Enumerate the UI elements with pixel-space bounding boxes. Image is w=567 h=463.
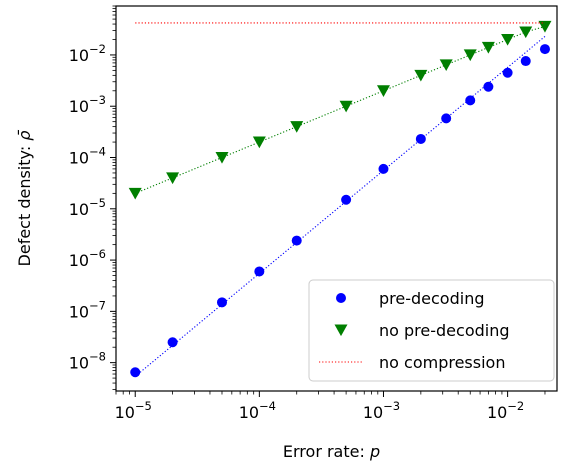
legend: pre-decoding no pre-decoding no compressio… [308,279,555,382]
series-1 [128,20,552,200]
series-fit-line [134,35,546,377]
series-line [135,25,546,194]
data-point [519,26,533,39]
x-tick-label: 10−5 [115,399,152,422]
x-tick-label: 10−3 [363,399,400,422]
y-tick-label: 10−3 [69,93,106,116]
axes: 10−5 10−4 10−3 10−2 10−8 10−7 10−6 10−5 10−4 10−3… [15,5,558,461]
data-point [439,59,453,72]
legend-label: pre-decoding [379,289,484,308]
y-tick-label: 10−2 [69,42,106,65]
y-axis-label: Defect density: ρ̄ [15,130,34,267]
data-point [167,337,178,348]
data-point [166,172,180,185]
data-point [481,41,495,54]
x-axis-label: Error rate: p [283,442,380,461]
y-tick-label: 10−7 [69,298,106,321]
x-tick-label: 10−4 [239,399,276,422]
y-tick-label: 10−6 [69,247,106,270]
data-point [290,121,304,133]
data-point [376,85,390,97]
y-tick-label: 10−5 [69,196,106,219]
data-point [254,266,265,277]
legend-marker [336,293,346,303]
legend-item: no pre-decoding [334,321,510,340]
data-point [465,95,476,106]
data-point [215,151,229,164]
data-point [483,81,494,92]
legend-item: pre-decoding [336,289,484,308]
data-point [502,67,513,78]
data-point [130,367,141,378]
legend-box [308,279,555,382]
legend-label: no pre-decoding [379,321,510,340]
data-point [538,20,552,33]
data-point [501,33,515,46]
data-point [463,49,477,62]
legend-item: no compression [319,353,505,372]
data-point [539,44,550,55]
legend-label: no compression [379,353,505,372]
series-0 [130,35,550,378]
data-point [441,113,452,124]
data-point [291,235,302,246]
data-point [252,136,266,149]
data-point [339,100,353,113]
y-tick-label: 10−4 [69,145,106,168]
y-tick-label: 10−8 [69,350,106,373]
data-point [414,69,428,82]
data-point [128,187,142,200]
legend-marker [334,324,348,337]
x-tick-label: 10−2 [487,399,524,422]
data-point [415,133,426,144]
data-point [378,163,389,174]
plot-frame [115,5,558,392]
data-point [341,194,352,205]
data-point [216,297,227,308]
data-point [520,56,531,67]
plot-area [128,20,552,378]
